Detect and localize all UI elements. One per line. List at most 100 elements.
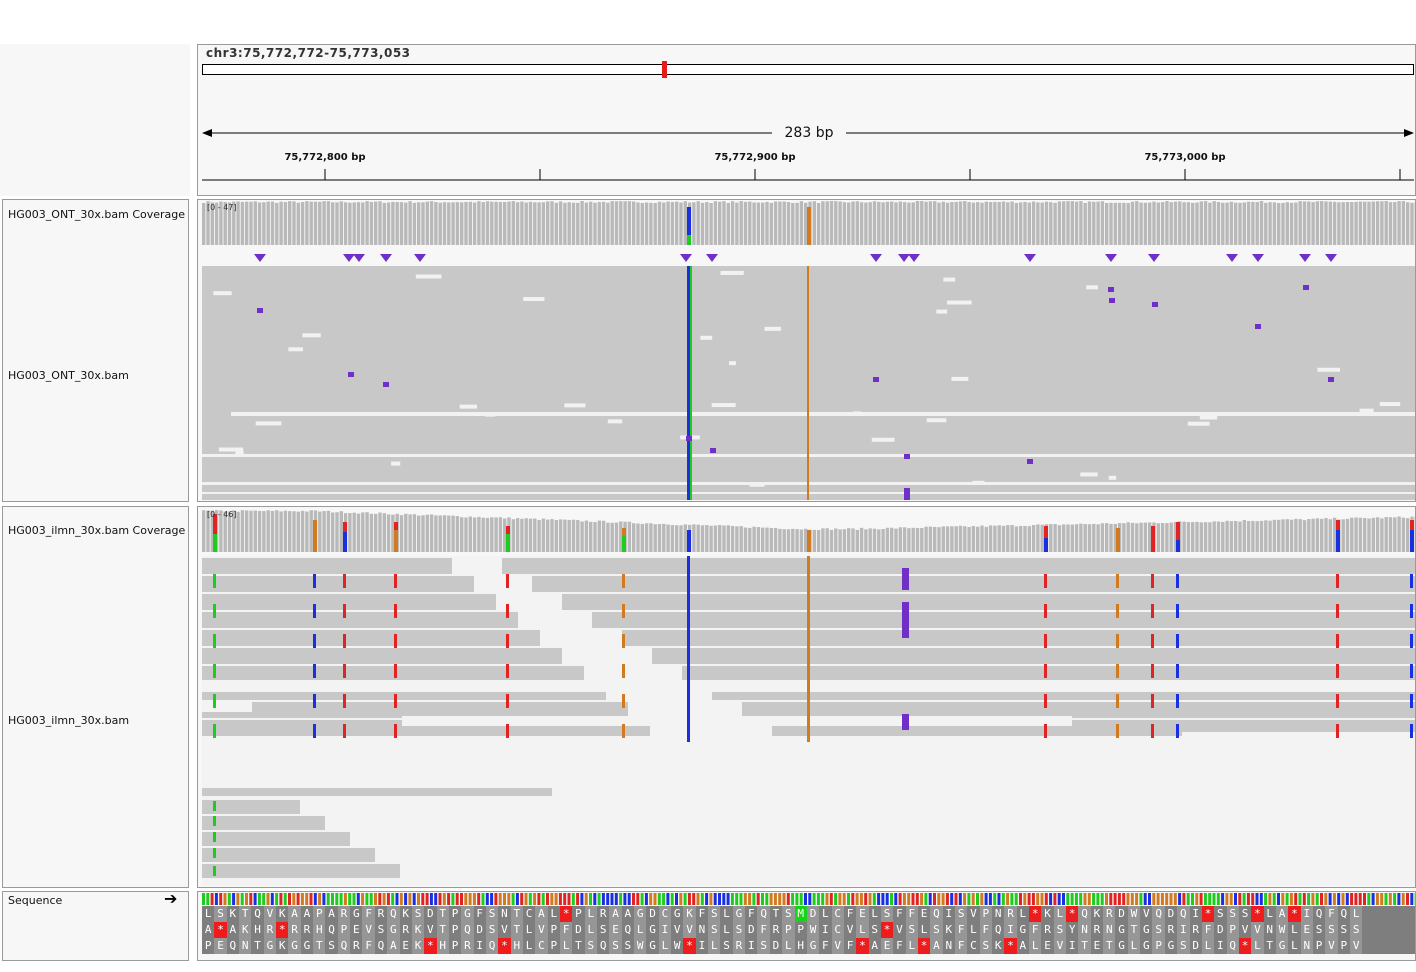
reference-base (1083, 893, 1087, 905)
insertion-marker[interactable] (870, 254, 882, 262)
reference-base (266, 893, 270, 905)
amino-acid: P (797, 923, 804, 936)
amino-acid: S (930, 922, 943, 938)
sequence-track-name[interactable]: Sequence (8, 894, 63, 907)
insertion-marker[interactable] (908, 254, 920, 262)
ont-alignment-track-name[interactable]: HG003_ONT_30x.bam (8, 369, 129, 382)
coverage-bar (1010, 201, 1014, 245)
coverage-bar (498, 201, 503, 245)
coverage-bar (460, 202, 464, 245)
coverage-bar (675, 525, 679, 552)
amino-acid: L (584, 906, 597, 922)
amino-acid: V (501, 923, 508, 936)
chromosome-ideogram[interactable] (202, 64, 1414, 75)
ont-coverage-track[interactable] (202, 201, 1415, 246)
insertion-marker[interactable] (1105, 254, 1117, 262)
reference-base (1100, 893, 1104, 905)
coverage-bar (915, 201, 920, 245)
amino-acid: S (1340, 923, 1348, 936)
reference-base (1341, 893, 1345, 905)
amino-acid: * (856, 938, 869, 954)
amino-acid: * (559, 906, 573, 922)
coverage-bar (296, 511, 300, 552)
read-gap (607, 419, 623, 424)
reference-base (915, 893, 919, 905)
insertion-marker[interactable] (1299, 254, 1311, 262)
reference-base (1375, 893, 1379, 905)
reference-base (550, 893, 554, 905)
mismatch (1116, 634, 1119, 648)
reference-base (1406, 893, 1409, 905)
reference-base (619, 893, 623, 905)
insertion-marker[interactable] (1226, 254, 1238, 262)
reference-base (971, 893, 975, 905)
coverage-bar (713, 525, 718, 552)
reference-base (296, 893, 300, 905)
coverage-bar (1113, 523, 1117, 552)
coverage-bar (829, 529, 834, 552)
coverage-bar (1053, 524, 1057, 552)
coverage-bar (300, 201, 305, 245)
amino-acid: R (402, 923, 409, 936)
coverage-bar (464, 201, 468, 245)
reference-base (782, 893, 786, 905)
insertion-marker[interactable] (1148, 254, 1160, 262)
coverage-bar (339, 201, 343, 245)
coverage-bar (1169, 522, 1173, 552)
reference-base (872, 893, 876, 905)
coverage-bar (528, 518, 533, 552)
reference-base (933, 893, 936, 905)
reference-base (636, 893, 640, 905)
reference-base (240, 893, 244, 905)
reference-base (326, 893, 330, 905)
ilmn-coverage-track-name[interactable]: HG003_ilmn_30x.bam Coverage (8, 524, 186, 537)
coverage-bar (1363, 518, 1367, 552)
mismatch (1151, 664, 1154, 678)
mismatch (1410, 604, 1413, 618)
coverage-bar (417, 202, 421, 245)
coverage-bar (1087, 201, 1092, 245)
reference-base (1165, 893, 1169, 905)
insertion-marker[interactable] (380, 254, 392, 262)
insertion-marker[interactable] (353, 254, 365, 262)
reference-base (743, 893, 747, 905)
reference-base (1096, 893, 1100, 905)
amino-acid: E (214, 938, 227, 954)
reference-base (417, 893, 420, 905)
reference-base (1315, 893, 1319, 905)
amino-acid: F (896, 939, 903, 952)
reference-base (687, 893, 691, 905)
reference-base (670, 893, 674, 905)
insertion-marker[interactable] (1252, 254, 1264, 262)
read (202, 832, 350, 846)
insertion-marker[interactable] (680, 254, 692, 262)
insertion-marker[interactable] (343, 254, 355, 262)
coverage-bar (1259, 520, 1264, 552)
ilmn-coverage-track[interactable] (202, 508, 1415, 553)
read-gap (231, 412, 1415, 416)
insertion-marker[interactable] (1024, 254, 1036, 262)
coverage-bar (1143, 202, 1148, 245)
coverage-bar (567, 519, 571, 552)
coverage-bar (365, 512, 369, 552)
coverage-bar (705, 525, 709, 552)
right-arrow-icon[interactable]: ➔ (164, 889, 178, 908)
insertion-marker[interactable] (1325, 254, 1337, 262)
ilmn-alignment-track[interactable] (202, 556, 1415, 886)
insertion-marker[interactable] (254, 254, 266, 262)
coverage-bar (404, 202, 408, 245)
insertion-marker[interactable] (898, 254, 910, 262)
insertion-mark (1303, 285, 1309, 290)
coverage-bar (898, 201, 902, 245)
amino-acid: L (525, 923, 533, 936)
amino-acid: I (822, 923, 829, 936)
reference-base (348, 893, 352, 905)
reference-base (589, 893, 592, 905)
ilmn-alignment-track-name[interactable]: HG003_ilmn_30x.bam (8, 714, 130, 727)
amino-acid: R (1044, 923, 1051, 936)
insertion-marker[interactable] (414, 254, 426, 262)
insertion-marker[interactable] (706, 254, 718, 262)
ont-alignment-track[interactable] (202, 266, 1415, 500)
ont-coverage-track-name[interactable]: HG003_ONT_30x.bam Coverage (8, 208, 186, 221)
amino-acid: W (1127, 906, 1141, 922)
